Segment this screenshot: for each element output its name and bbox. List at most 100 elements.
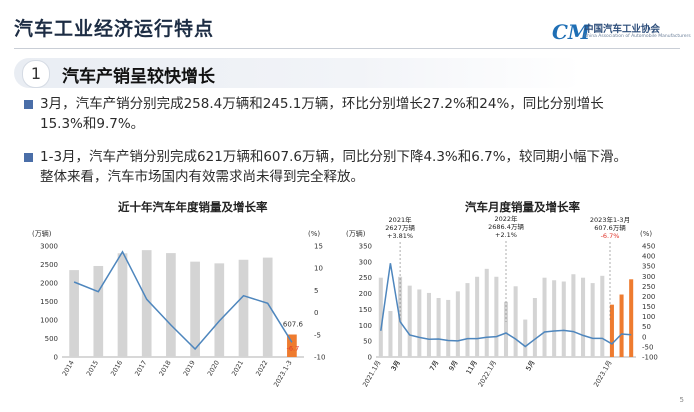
section-title: 汽车产销呈较快增长: [62, 67, 215, 87]
monthly-growth-line: [380, 263, 632, 348]
annual-x-tick: 2017: [133, 359, 148, 377]
monthly-right-tick: 400: [642, 253, 655, 261]
monthly-x-tick: 7月: [428, 359, 440, 372]
annual-bar: [166, 253, 176, 357]
logo-name-cn: 中国汽车工业协会: [584, 24, 661, 35]
annual-x-tick: 2021: [230, 359, 245, 377]
annual-bar: [238, 259, 249, 357]
monthly-bar: [523, 319, 528, 357]
annual-left-tick: 1500: [40, 298, 58, 306]
slide-header: 汽车工业经济运行特点 CM 中国汽车工业协会 China Association…: [0, 0, 694, 52]
monthly-bar: [581, 277, 586, 357]
annual-bar: [190, 261, 200, 357]
annual-right-tick: 15: [314, 243, 323, 251]
monthly-bar: [407, 285, 412, 357]
monthly-bar: [436, 298, 441, 357]
annual-right-tick: 10: [314, 265, 323, 273]
annual-bar: [262, 257, 273, 357]
monthly-right-unit: (%): [640, 230, 652, 238]
monthly-annotation-line: 2023年1-3月: [590, 215, 630, 224]
header-divider: [14, 48, 680, 49]
monthly-bar: [552, 280, 557, 357]
annual-bar: [117, 253, 128, 357]
monthly-bar: [446, 299, 451, 357]
monthly-left-tick: 100: [359, 322, 372, 330]
monthly-left-tick: 200: [359, 290, 372, 298]
logo-name-en: China Association of Automobile Manufact…: [584, 34, 691, 39]
annual-bar: [287, 334, 297, 357]
monthly-right-tick: 300: [642, 273, 655, 281]
monthly-bar: [561, 281, 566, 357]
annual-left-tick: 2500: [40, 261, 58, 269]
annual-x-tick: 2016: [109, 359, 124, 377]
monthly-chart-title: 汽车月度销量及增长率: [465, 200, 580, 214]
monthly-left-tick: 300: [359, 258, 372, 266]
annual-growth-line: [73, 250, 293, 351]
monthly-left-tick: 350: [359, 243, 372, 251]
page-title: 汽车工业经济运行特点: [14, 18, 215, 40]
annual-right-tick: 5: [314, 287, 318, 295]
annual-left-tick: 0: [54, 354, 58, 362]
monthly-bar: [513, 286, 518, 357]
monthly-right-tick: 200: [642, 293, 655, 301]
annual-bar: [69, 270, 79, 357]
paragraph-line: 15.3%和9.7%。: [40, 116, 145, 132]
monthly-bar: [629, 279, 634, 357]
monthly-bar: [417, 289, 422, 357]
paragraph-march: 3月，汽车产销分别完成258.4万辆和245.1万辆，环比分别增长27.2%和2…: [40, 94, 688, 134]
monthly-x-tick: 2023.1月: [592, 359, 614, 388]
page-number: 5: [679, 396, 684, 404]
monthly-bar: [532, 298, 537, 357]
paragraph-line: 1-3月，汽车产销分别完成621万辆和607.6万辆，同比分别下降4.3%和6.…: [40, 149, 628, 165]
annual-left-tick: 500: [45, 335, 58, 343]
monthly-annotation-line: 607.6万辆: [594, 223, 626, 232]
monthly-annotation-line: 2022年: [494, 214, 518, 223]
monthly-bar: [484, 268, 489, 357]
monthly-left-tick: 0: [368, 354, 372, 362]
monthly-right-tick: -100: [642, 354, 658, 362]
monthly-left-tick: 250: [359, 274, 372, 282]
annual-bar: [93, 265, 104, 357]
annual-right-unit: (%): [308, 230, 320, 238]
monthly-x-tick: 5月: [524, 359, 536, 372]
monthly-annotation-line: +3.81%: [387, 232, 413, 240]
annual-x-tick: 2020: [206, 359, 221, 377]
annual-value-label: 607.6: [283, 321, 304, 329]
caam-logo: CM 中国汽车工业协会 China Association of Automob…: [552, 20, 691, 46]
monthly-bar: [388, 311, 393, 357]
annual-chart-title: 近十年汽车年度销量及增长率: [118, 200, 268, 214]
monthly-bar: [475, 276, 480, 357]
monthly-annotation-line: 2021年: [389, 215, 413, 224]
monthly-right-tick: 450: [642, 243, 655, 251]
annual-growth-label: -6.7: [287, 345, 300, 353]
monthly-x-tick: 2021.1月: [361, 359, 383, 388]
section-banner: [14, 58, 582, 88]
logo-mark-icon: CM: [552, 20, 591, 44]
monthly-x-tick: 3月: [390, 359, 402, 372]
monthly-bar: [426, 292, 431, 357]
annual-right-tick: 0: [314, 309, 318, 317]
annual-x-tick: 2018: [157, 359, 172, 377]
annual-left-tick: 1000: [40, 317, 58, 325]
annual-x-tick: 2014: [61, 359, 76, 377]
monthly-right-tick: 150: [642, 303, 655, 311]
annual-sales-chart: (万辆) (%) 0 500 1000 1500 2000 2500 3000 -10 -5 0 5 10…: [32, 229, 325, 388]
monthly-bar: [542, 277, 547, 357]
monthly-x-tick: 2022.1月: [477, 359, 499, 388]
monthly-bar: [494, 276, 499, 357]
annual-right-tick: -5: [314, 331, 321, 339]
bullet-square-icon: [24, 100, 33, 109]
monthly-bar: [600, 275, 605, 357]
monthly-right-tick: 250: [642, 283, 655, 291]
section-number: 1: [22, 60, 50, 88]
monthly-bar: [619, 294, 624, 357]
monthly-annotation-line: 2627万辆: [385, 223, 415, 232]
monthly-left-unit: (万辆): [346, 229, 366, 238]
annual-x-tick: 2022: [254, 359, 269, 377]
annual-x-tick: 2023.1-3: [272, 359, 294, 388]
monthly-sales-chart: (万辆) (%) 0 50 100 150 200 250 300 350 -100 -50 0 50 10…: [346, 214, 658, 388]
annual-bar: [141, 250, 152, 357]
monthly-bar: [590, 283, 595, 357]
annual-left-tick: 3000: [40, 243, 58, 251]
paragraph-q1: 1-3月，汽车产销分别完成621万辆和607.6万辆，同比分别下降4.3%和6.…: [40, 147, 688, 187]
